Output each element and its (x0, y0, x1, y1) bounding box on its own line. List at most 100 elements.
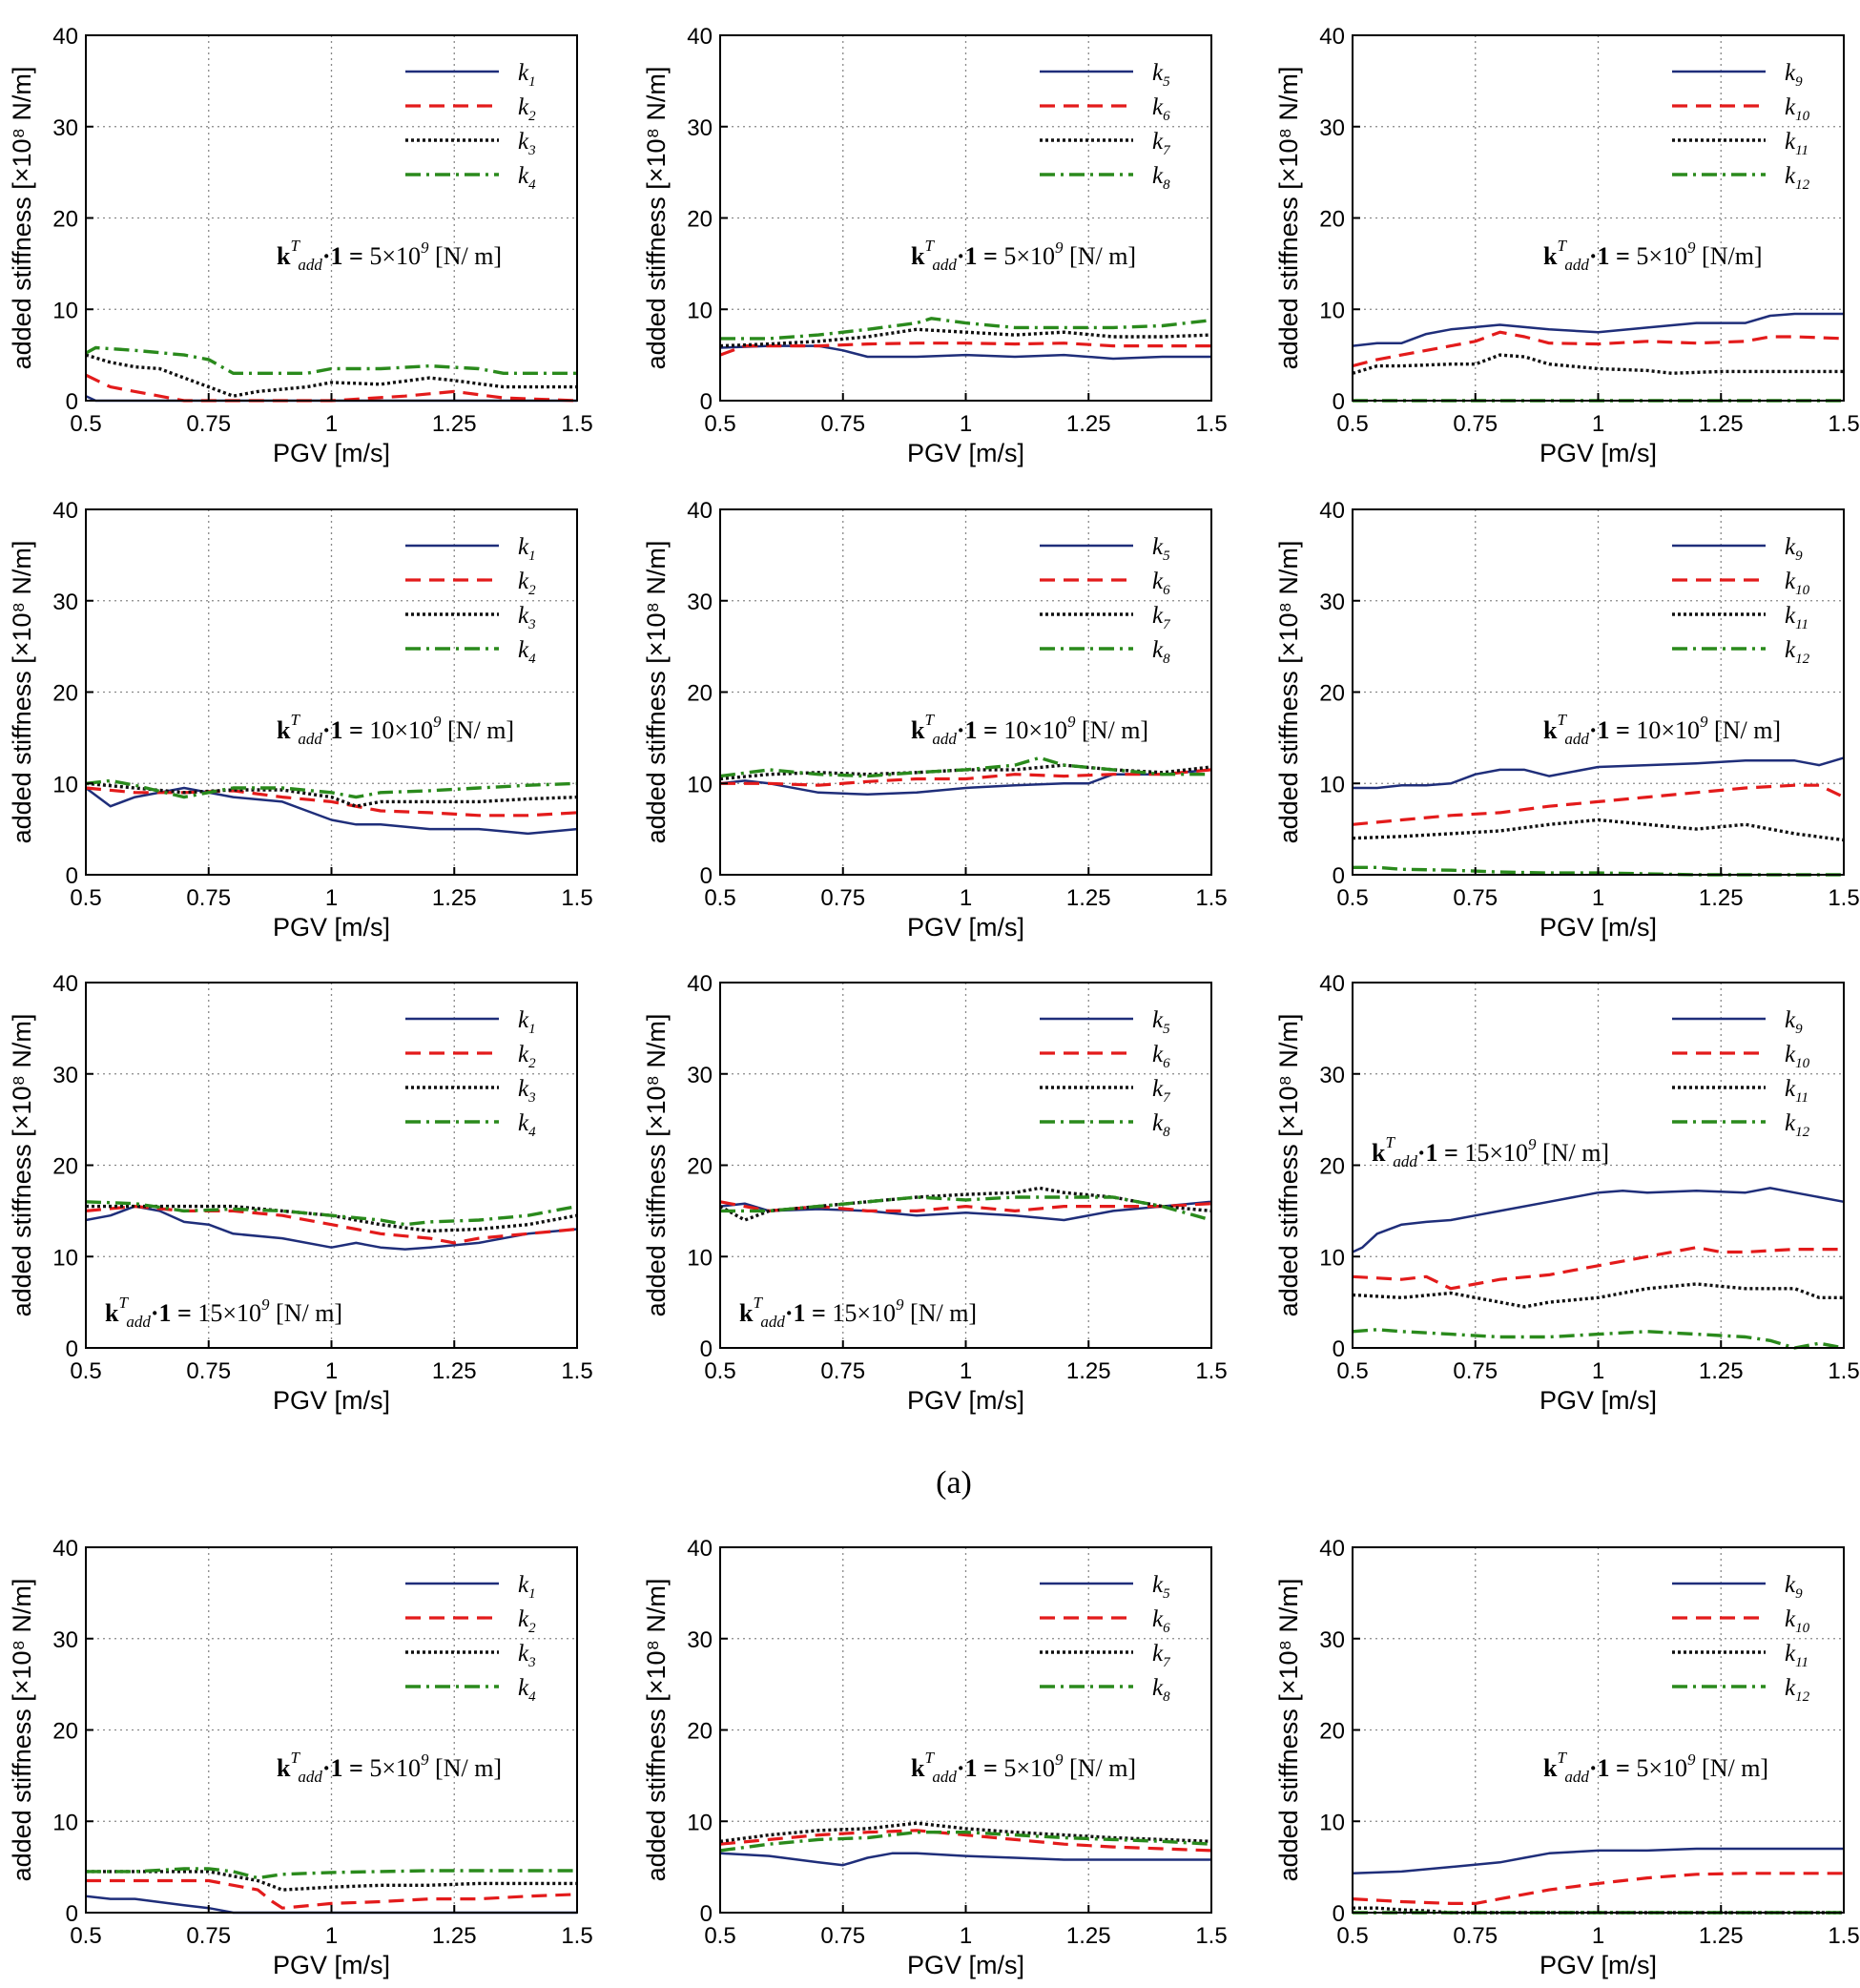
annotation-unit: [N/ m] (270, 1299, 343, 1327)
legend-label: k2 (518, 1606, 536, 1636)
legend-subscript: 2 (528, 1621, 536, 1636)
legend-subscript: 5 (1163, 1586, 1170, 1602)
annotation-unit: [N/m] (1696, 242, 1763, 270)
x-tick-label: 1.5 (561, 885, 592, 911)
annotation-exp: 9 (421, 238, 429, 257)
x-tick-label: 1.25 (1699, 411, 1744, 437)
y-tick-label: 20 (687, 1154, 713, 1180)
y-tick-label: 30 (687, 590, 713, 615)
legend-subscript: 3 (527, 617, 536, 632)
annotation-exp: 9 (896, 1295, 904, 1314)
annotation-lhs: k (1543, 242, 1558, 270)
annotation-val: 10×10 (1003, 716, 1067, 744)
chart-panel: 0.5 0.75 1 1.25 1.5 0 10 20 30 40 PGV [m/s] added s… (8, 498, 593, 942)
y-tick-label: 20 (52, 207, 78, 233)
legend-subscript: 7 (1163, 1655, 1171, 1670)
legend-subscript: 4 (528, 1689, 536, 1705)
annotation-mid: ·1 = (957, 716, 1004, 744)
annotation-unit: [N/ m] (1076, 716, 1149, 744)
legend-label: k4 (518, 1675, 536, 1705)
x-tick-label: 1.25 (432, 885, 477, 911)
annotation-sup: T (1557, 1749, 1567, 1767)
series-line-k5 (719, 1852, 1211, 1867)
annotation-exp: 9 (261, 1295, 270, 1314)
legend-label: k5 (1152, 1572, 1170, 1602)
chart-panel: 0.5 0.75 1 1.25 1.5 0 10 20 30 40 PGV [m/s] added s… (642, 971, 1228, 1415)
x-axis-label: PGV [m/s] (273, 1386, 390, 1415)
y-tick-label: 0 (1333, 1901, 1345, 1927)
legend-subscript: 2 (528, 1056, 536, 1071)
legend-symbol: k (1785, 1572, 1796, 1598)
legend-subscript: 1 (528, 1586, 536, 1602)
annotation-lhs: k (1372, 1139, 1386, 1167)
x-tick-label: 1.5 (1828, 885, 1859, 911)
legend-label: k8 (1152, 1110, 1170, 1140)
legend-symbol: k (1152, 534, 1164, 560)
annotation-exp: 9 (421, 1750, 429, 1769)
annotation-sup: T (290, 237, 300, 255)
chart-panel: 0.5 0.75 1 1.25 1.5 0 10 20 30 40 PGV [m/s] added s… (642, 498, 1228, 942)
x-tick-label: 1 (325, 1358, 338, 1384)
x-axis-label: PGV [m/s] (1540, 439, 1657, 467)
legend-symbol: k (1152, 1572, 1164, 1598)
legend-subscript: 3 (527, 143, 536, 158)
y-tick-label: 10 (1319, 772, 1345, 797)
legend-symbol: k (518, 1606, 529, 1632)
x-tick-label: 1.5 (1195, 411, 1227, 437)
y-tick-label: 40 (687, 24, 713, 50)
annotation-lhs: k (105, 1299, 119, 1327)
y-tick-label: 0 (66, 1901, 78, 1927)
legend-subscript: 4 (528, 1125, 536, 1140)
legend-label: k5 (1152, 60, 1170, 90)
y-axis-label: added stiffness [×10⁸ N/m] (1274, 541, 1303, 844)
y-tick-label: 10 (1319, 1810, 1345, 1835)
legend-label: k12 (1785, 163, 1810, 193)
legend-subscript: 8 (1163, 1689, 1170, 1705)
x-axis-label: PGV [m/s] (907, 913, 1024, 942)
x-tick-label: 0.75 (820, 1923, 865, 1949)
y-axis-label: added stiffness [×10⁸ N/m] (642, 541, 671, 844)
y-axis-label: added stiffness [×10⁸ N/m] (642, 1579, 671, 1882)
legend-subscript: 11 (1795, 143, 1808, 158)
legend-subscript: 11 (1795, 617, 1808, 632)
legend-subscript: 10 (1795, 1621, 1810, 1636)
y-tick-label: 0 (1333, 1336, 1345, 1362)
annotation-unit: [N/ m] (1696, 1754, 1769, 1782)
x-tick-label: 1 (1592, 1923, 1604, 1949)
legend-symbol: k (518, 637, 529, 663)
y-axis-label: added stiffness [×10⁸ N/m] (8, 541, 36, 844)
legend-symbol: k (1152, 1110, 1164, 1136)
y-tick-label: 20 (52, 681, 78, 707)
y-tick-label: 10 (52, 772, 78, 797)
legend-label: k11 (1785, 1076, 1808, 1106)
legend-symbol: k (1152, 1042, 1164, 1067)
series-line-k3 (86, 1204, 578, 1233)
x-axis-label: PGV [m/s] (907, 439, 1024, 467)
x-tick-label: 0.5 (704, 1923, 735, 1949)
chart-panel: 0.5 0.75 1 1.25 1.5 0 10 20 30 40 PGV [m/s] added s… (1274, 1536, 1860, 1979)
x-axis-label: PGV [m/s] (1540, 913, 1657, 942)
legend-label: k5 (1152, 534, 1170, 564)
x-tick-label: 1.5 (1195, 1923, 1227, 1949)
y-tick-label: 20 (687, 681, 713, 707)
legend-symbol: k (1152, 94, 1164, 120)
series-line-k11 (1352, 353, 1844, 375)
annotation-exp: 9 (1687, 238, 1696, 257)
annotation-mid: ·1 = (322, 716, 370, 744)
y-tick-label: 0 (700, 863, 713, 889)
legend-symbol: k (1785, 1641, 1796, 1667)
y-axis-label: added stiffness [×10⁸ N/m] (1274, 1579, 1303, 1882)
annotation: kTadd·1 = 15×109 [N/ m] (105, 1294, 342, 1331)
legend-subscript: 11 (1795, 1090, 1808, 1106)
x-tick-label: 1.5 (561, 1923, 592, 1949)
x-tick-label: 0.5 (1336, 1923, 1368, 1949)
annotation-mid: ·1 = (151, 1299, 198, 1327)
annotation-sub: add (298, 730, 322, 748)
legend-label: k6 (1152, 1042, 1170, 1071)
x-tick-label: 0.5 (1336, 1358, 1368, 1384)
y-tick-label: 0 (66, 1336, 78, 1362)
annotation: kTadd·1 = 5×109 [N/ m] (911, 237, 1136, 274)
y-tick-label: 30 (1319, 590, 1345, 615)
x-axis-label: PGV [m/s] (907, 1951, 1024, 1979)
